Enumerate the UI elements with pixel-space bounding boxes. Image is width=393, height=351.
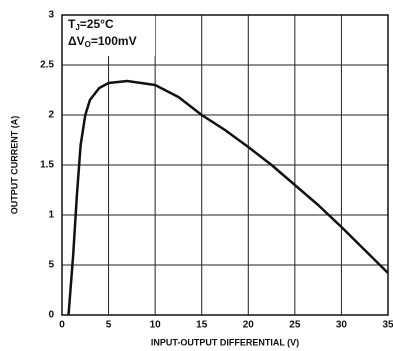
y-tick-label: 3 bbox=[48, 10, 54, 21]
annotation-sub: J bbox=[75, 23, 79, 32]
data-line bbox=[67, 79, 389, 316]
annotation-sub: O bbox=[85, 40, 91, 49]
x-tick-label: 10 bbox=[150, 320, 162, 331]
x-tick-label: 35 bbox=[382, 320, 393, 331]
y-tick-label: 1 bbox=[48, 210, 54, 221]
x-tick-label: 30 bbox=[336, 320, 348, 331]
x-tick-label: 15 bbox=[196, 320, 208, 331]
annotation: ΔVO=100mV bbox=[68, 34, 137, 49]
x-tick-label: 25 bbox=[289, 320, 301, 331]
x-axis-label: INPUT-OUTPUT DIFFERENTIAL (V) bbox=[151, 337, 299, 347]
y-tick-label: 1.5 bbox=[40, 160, 54, 171]
x-tick-label: 5 bbox=[106, 320, 112, 331]
annotation-rest: =100mV bbox=[91, 34, 137, 48]
y-tick-label: 2 bbox=[48, 110, 54, 121]
annotation-rest: =25°C bbox=[80, 17, 114, 31]
annotation-text: T bbox=[68, 17, 76, 31]
y-tick-label: 5 bbox=[48, 260, 54, 271]
annotation-box bbox=[63, 16, 155, 56]
y-tick-label: 0 bbox=[48, 310, 54, 321]
annotation: TJ=25°C bbox=[68, 17, 114, 32]
annotation-text: ΔV bbox=[68, 34, 85, 48]
x-tick-label: 0 bbox=[59, 320, 65, 331]
plot-frame bbox=[61, 14, 389, 316]
y-tick-label: 2.5 bbox=[40, 60, 54, 71]
x-tick-label: 20 bbox=[243, 320, 255, 331]
y-axis-label: OUTPUT CURRENT (A) bbox=[9, 116, 19, 215]
